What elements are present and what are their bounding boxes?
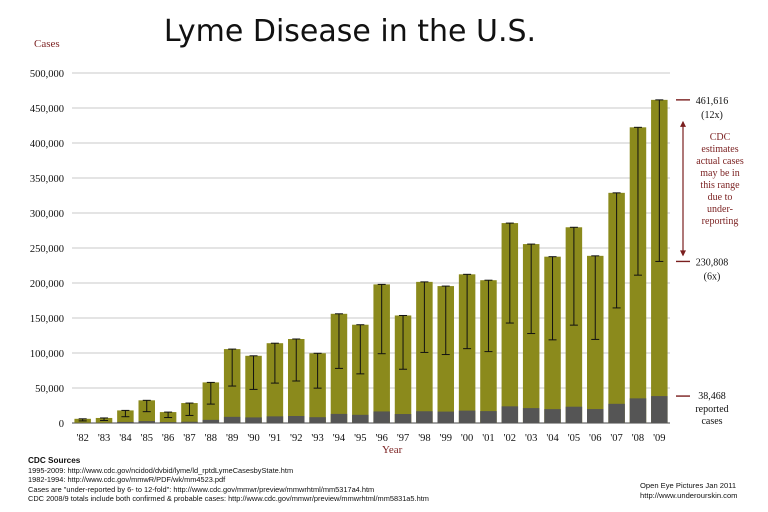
x-tick-label: '88 — [205, 433, 217, 444]
reported-bar — [458, 410, 476, 423]
x-tick-label: '09 — [653, 433, 665, 444]
chart-title: Lyme Disease in the U.S. — [163, 14, 537, 49]
x-tick-label: '99 — [440, 433, 452, 444]
y-tick-label: 150,000 — [30, 314, 64, 325]
reported-bar — [651, 396, 668, 423]
x-tick-label: '02 — [504, 433, 516, 444]
credit-block: Open Eye Pictures Jan 2011 http://www.un… — [640, 481, 738, 500]
y-tick-label: 100,000 — [30, 349, 64, 360]
reported-bar — [480, 411, 497, 423]
y-tick-label: 350,000 — [30, 174, 64, 185]
y-axis-label: Cases — [34, 38, 60, 50]
x-tick-label: '06 — [589, 433, 601, 444]
reported-bar — [223, 416, 241, 423]
mid-value-label: 230,808 — [696, 257, 729, 268]
range-annotation-line: this range — [700, 180, 740, 191]
source-line: CDC 2008/9 totals include both confirmed… — [28, 494, 429, 504]
reported-bar — [266, 416, 284, 423]
x-tick-label: '90 — [247, 433, 259, 444]
range-annotation-line: due to — [708, 192, 733, 203]
low-text-label: reported — [695, 404, 728, 415]
x-tick-label: '94 — [333, 433, 346, 444]
source-line: 1995-2009: http://www.cdc.gov/ncidod/dvb… — [28, 465, 294, 475]
x-tick-label: '03 — [525, 433, 537, 444]
reported-bar — [522, 408, 540, 423]
reported-bar — [117, 421, 134, 423]
x-tick-label: '87 — [183, 433, 195, 444]
mid-multiplier-label: (6x) — [704, 271, 721, 282]
sources-header: CDC Sources — [28, 456, 81, 465]
reported-bar — [394, 414, 412, 423]
x-tick-label: '86 — [162, 433, 174, 444]
x-tick-label: '92 — [290, 433, 302, 444]
x-tick-label: '07 — [610, 433, 622, 444]
range-annotation-line: under- — [707, 204, 733, 215]
range-annotation-line: may be in — [700, 168, 739, 179]
x-tick-label: '84 — [119, 433, 132, 444]
reported-bar — [373, 411, 390, 423]
sources-block: CDC Sources 1995-2009: http://www.cdc.go… — [28, 456, 429, 504]
reported-bar — [309, 417, 326, 423]
reported-bar — [544, 409, 561, 423]
reported-bar — [629, 398, 647, 423]
x-tick-label: '89 — [226, 433, 238, 444]
top-multiplier-label: (12x) — [701, 110, 723, 121]
y-tick-label: 200,000 — [30, 279, 64, 290]
y-tick-label: 0 — [59, 419, 64, 430]
x-tick-label: '96 — [375, 433, 387, 444]
range-arrow-head-down — [680, 250, 686, 257]
low-value-label: 38,468 — [698, 391, 726, 402]
reported-bar — [565, 406, 583, 423]
y-tick-label: 50,000 — [35, 384, 64, 395]
reported-bar — [608, 403, 625, 423]
x-tick-label: '82 — [76, 433, 88, 444]
top-value-label: 461,616 — [696, 96, 729, 107]
reported-bar — [138, 421, 155, 423]
credit-line: Open Eye Pictures Jan 2011 — [640, 481, 737, 490]
y-tick-label: 450,000 — [30, 104, 64, 115]
reported-bar — [501, 406, 519, 423]
reported-bar — [437, 411, 454, 423]
x-axis-label: Year — [382, 444, 403, 456]
x-tick-label: '97 — [397, 433, 409, 444]
x-tick-label: '95 — [354, 433, 366, 444]
range-arrow-head-up — [680, 120, 686, 127]
x-tick-label: '01 — [482, 433, 494, 444]
y-tick-label: 500,000 — [30, 69, 64, 80]
range-annotation-line: CDC — [710, 132, 731, 143]
source-line: Cases are "under-reported by 6- to 12-fo… — [28, 484, 375, 494]
range-annotation-line: reporting — [702, 216, 739, 227]
reported-bar — [587, 409, 604, 423]
x-tick-label: '93 — [311, 433, 323, 444]
range-annotation-line: actual cases — [696, 156, 744, 167]
x-tick-label: '08 — [632, 433, 644, 444]
reported-bar — [181, 421, 198, 423]
x-tick-label: '00 — [461, 433, 473, 444]
source-line: 1982-1994: http://www.cdc.gov/mmwR/PDF/w… — [28, 475, 226, 485]
y-tick-label: 250,000 — [30, 244, 64, 255]
reported-bar — [416, 411, 433, 423]
x-tick-label: '85 — [141, 433, 153, 444]
x-tick-label: '98 — [418, 433, 430, 444]
x-tick-label: '05 — [568, 433, 580, 444]
reported-bar — [352, 414, 369, 423]
low-text-label: cases — [701, 416, 722, 427]
x-tick-label: '83 — [98, 433, 110, 444]
reported-bar — [202, 419, 220, 423]
x-tick-label: '91 — [269, 433, 281, 444]
y-tick-label: 300,000 — [30, 209, 64, 220]
range-annotation-line: estimates — [701, 144, 738, 155]
reported-bar — [159, 422, 177, 423]
y-tick-label: 400,000 — [30, 139, 64, 150]
credit-url: http://www.underourskin.com — [640, 490, 738, 500]
x-tick-label: '04 — [546, 433, 559, 444]
reported-bar — [330, 413, 348, 423]
reported-bar — [288, 416, 305, 423]
reported-bar — [245, 417, 262, 423]
